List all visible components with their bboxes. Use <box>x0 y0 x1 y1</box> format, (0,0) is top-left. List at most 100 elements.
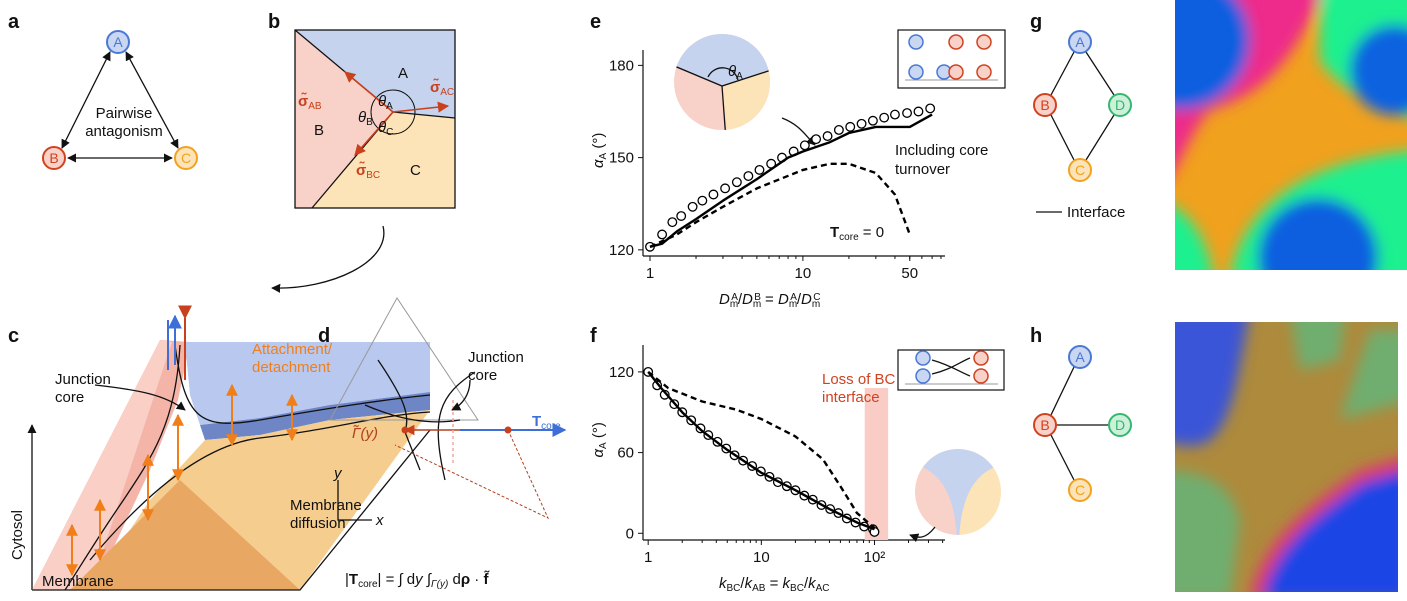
label: diffusion <box>290 515 346 532</box>
x-axis-label: kBC/kAB = kBC/kAC <box>719 575 830 594</box>
text-part: ρ <box>461 571 470 588</box>
text-part: θ <box>358 109 366 126</box>
node: C <box>1069 479 1091 501</box>
text-part: σ̃ <box>298 92 308 110</box>
node: C <box>1069 159 1091 181</box>
shaded-region <box>865 388 888 540</box>
label: Junction <box>468 349 524 366</box>
node-label: B <box>1040 97 1049 113</box>
y-axis-label: αA (°) <box>590 422 609 457</box>
text-part: Including core <box>895 142 988 159</box>
marker <box>835 126 844 135</box>
marker <box>688 203 697 212</box>
text-part: d <box>448 571 461 588</box>
point <box>505 427 512 434</box>
line <box>650 115 932 247</box>
text-part: core <box>541 421 561 432</box>
marker <box>668 218 677 227</box>
edge <box>1051 435 1074 480</box>
label: Junction <box>55 371 111 388</box>
marker <box>926 104 935 113</box>
text-part: σ̃ <box>356 161 366 179</box>
panel-label: c <box>8 325 19 347</box>
marker <box>857 119 866 128</box>
x-tick-label: 10² <box>864 549 886 566</box>
point <box>402 427 409 434</box>
marker <box>823 132 832 141</box>
panel-label: b <box>268 11 280 33</box>
marker <box>914 107 923 116</box>
contour <box>395 430 548 518</box>
x-tick-label: 50 <box>901 265 918 282</box>
text-part: A <box>386 101 393 112</box>
panel-label: f <box>590 325 597 347</box>
text-part: = <box>761 291 778 308</box>
node: D <box>1109 94 1131 116</box>
edge <box>1086 115 1114 160</box>
arrow <box>272 226 384 288</box>
annotation: Loss of BC <box>822 371 896 388</box>
edge <box>1051 367 1074 415</box>
marker <box>846 123 855 132</box>
text-part: T <box>830 224 839 241</box>
inset-f <box>898 350 1006 540</box>
node-label: D <box>1115 417 1125 433</box>
text-part: = 0 <box>859 224 884 241</box>
text-part: B <box>366 117 373 128</box>
text-part: AC <box>440 87 454 98</box>
marker <box>733 178 742 187</box>
text-part: AC <box>816 583 830 594</box>
node-label: A <box>1075 349 1085 365</box>
label: Pairwise <box>96 105 153 122</box>
label: core <box>468 367 497 384</box>
text-part: turnover <box>895 161 950 178</box>
text-part: D <box>801 291 812 308</box>
text-part: · <box>470 571 483 588</box>
region-label: A <box>398 65 408 82</box>
label: Attachment/ <box>252 341 333 358</box>
figure: a b c d e f g h A B C Pairwise antagonis… <box>0 0 1407 596</box>
text-part: Loss of BC <box>822 371 896 388</box>
x-tick-label: 1 <box>646 265 654 282</box>
text-part: Γ̃(y) <box>352 425 378 442</box>
y-tick-label: 0 <box>626 525 634 542</box>
tcore-label: Tcore <box>532 413 561 432</box>
node-label: A <box>1075 34 1085 50</box>
text-part: θ <box>728 63 736 80</box>
text-part: f̃ <box>483 570 490 588</box>
node: A <box>107 31 129 53</box>
node: C <box>175 147 197 169</box>
panel-label: g <box>1030 11 1042 33</box>
marker <box>891 110 900 119</box>
y-tick-label: 60 <box>617 445 634 462</box>
marker <box>880 113 889 122</box>
x-tick-label: 10 <box>753 549 770 566</box>
region-label: B <box>314 122 324 139</box>
text-part: Γ(y) <box>431 579 448 590</box>
text-part: = <box>765 575 782 592</box>
label: detachment <box>252 359 331 376</box>
panel-b: A B C <box>295 30 455 208</box>
panel-label: a <box>8 11 20 33</box>
annotation: Including core <box>895 142 988 159</box>
annotation: turnover <box>895 161 950 178</box>
simulation-image <box>1160 310 1407 596</box>
annotation: Tcore = 0 <box>830 224 884 243</box>
marker <box>903 109 912 118</box>
marker <box>698 196 707 205</box>
text-part: AB <box>308 101 322 112</box>
text-part: BC <box>366 170 380 181</box>
text-part: θ <box>378 119 386 136</box>
marker <box>812 135 821 144</box>
label: Cytosol <box>9 510 26 560</box>
label: Membrane <box>290 497 362 514</box>
text-part: θ <box>378 93 386 110</box>
x-tick-label: 10 <box>795 265 812 282</box>
edge <box>1051 115 1074 160</box>
text-part: σ̃ <box>430 78 440 96</box>
node-label: C <box>1075 162 1085 178</box>
x-tick-label: 1 <box>644 549 652 566</box>
marker <box>721 184 730 193</box>
node: B <box>1034 414 1056 436</box>
node-label: A <box>113 34 123 50</box>
